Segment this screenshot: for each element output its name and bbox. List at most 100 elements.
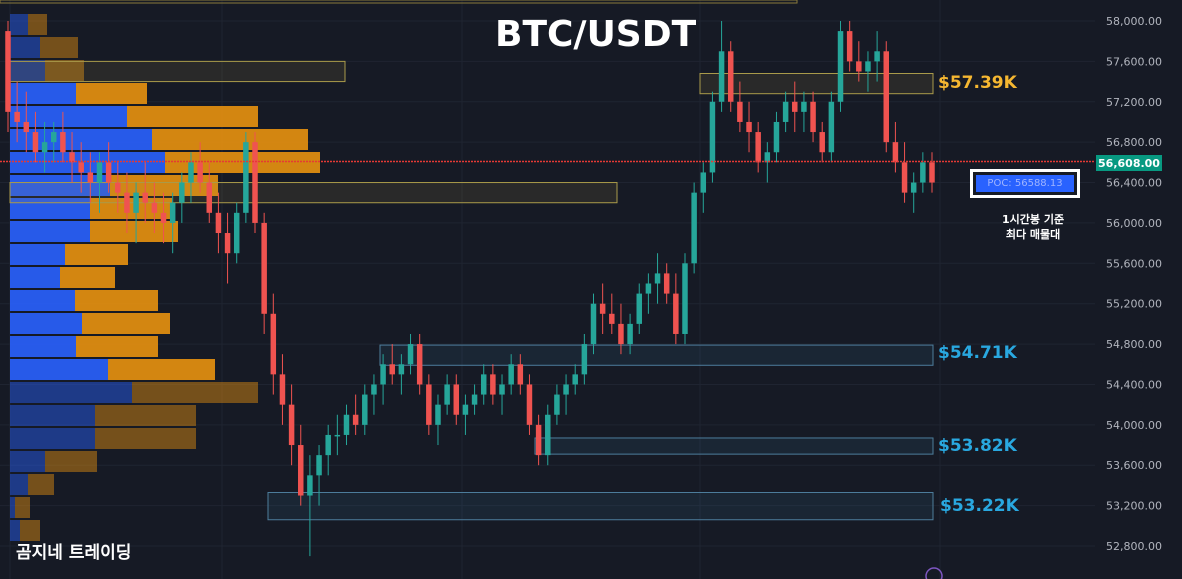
candle-body bbox=[645, 283, 652, 294]
volume-bar-buy bbox=[10, 60, 45, 81]
poc-note-line-1: 1시간봉 기준 bbox=[1002, 213, 1065, 226]
candle-body bbox=[801, 101, 807, 112]
candle-body bbox=[755, 132, 761, 163]
candle-body bbox=[87, 172, 94, 183]
poc-label: POC: 56588.13 bbox=[976, 175, 1074, 192]
candle-body bbox=[828, 101, 835, 153]
level-zone bbox=[699, 73, 934, 95]
candle-body bbox=[307, 475, 313, 496]
candle-body bbox=[874, 51, 880, 62]
candle-body bbox=[398, 364, 405, 375]
candle-body bbox=[206, 182, 213, 213]
level-zone bbox=[9, 60, 346, 83]
candle-body bbox=[929, 162, 935, 183]
candle-body bbox=[14, 111, 20, 122]
candle-body bbox=[169, 202, 176, 223]
candle-body bbox=[23, 121, 30, 133]
candle-body bbox=[444, 384, 450, 405]
volume-bar-sell bbox=[95, 405, 196, 426]
volume-bar-sell bbox=[65, 244, 128, 265]
volume-bar-sell bbox=[95, 428, 196, 449]
candle-body bbox=[819, 132, 825, 153]
volume-bar-sell bbox=[40, 37, 78, 58]
candle-body bbox=[96, 162, 103, 183]
candles bbox=[5, 21, 935, 557]
price-axis[interactable]: 58,000.00 57,600.00 57,200.00 56,800.00 56,4… bbox=[1106, 15, 1162, 553]
candle-body bbox=[856, 61, 862, 72]
candle-body bbox=[581, 344, 588, 375]
volume-bar-sell bbox=[28, 474, 54, 495]
candle-body bbox=[69, 152, 75, 163]
volume-bar-sell bbox=[90, 221, 178, 242]
candle-body bbox=[901, 162, 908, 193]
candle-body bbox=[471, 394, 478, 405]
candle-body bbox=[325, 434, 331, 456]
candle-body bbox=[920, 162, 926, 183]
volume-bar-buy bbox=[10, 474, 28, 495]
volume-bar-sell bbox=[127, 106, 258, 127]
level-zone bbox=[534, 437, 934, 455]
candle-body bbox=[124, 192, 130, 213]
candle-body bbox=[810, 101, 816, 133]
candle-body bbox=[160, 212, 167, 223]
candle-body bbox=[654, 273, 661, 284]
volume-bar-sell bbox=[152, 129, 308, 150]
candle-body bbox=[279, 374, 286, 405]
candle-body bbox=[737, 101, 743, 122]
candle-body bbox=[462, 404, 469, 415]
candle-body bbox=[352, 414, 359, 425]
candle-body bbox=[407, 344, 414, 365]
candle-body bbox=[618, 323, 624, 345]
candle-body bbox=[572, 374, 578, 385]
level-label-54-71: $54.71K bbox=[938, 343, 1017, 363]
candle-body bbox=[545, 414, 551, 456]
level-label-57-39: $57.39K bbox=[938, 73, 1017, 93]
candle-body bbox=[179, 182, 185, 203]
volume-bar-buy bbox=[10, 336, 76, 357]
candle-body bbox=[709, 101, 716, 173]
volume-bar-buy bbox=[10, 451, 45, 472]
price-tick-label: 55,600.00 bbox=[1106, 257, 1162, 270]
candle-body bbox=[746, 121, 752, 133]
volume-bar-sell bbox=[75, 290, 158, 311]
price-tick-label: 56,000.00 bbox=[1106, 217, 1162, 230]
candle-body bbox=[682, 263, 688, 334]
price-tick-label: 54,800.00 bbox=[1106, 338, 1162, 351]
candle-body bbox=[41, 142, 48, 153]
volume-bar-buy bbox=[10, 175, 110, 196]
volume-bar-buy bbox=[10, 290, 75, 311]
price-tick-label: 58,000.00 bbox=[1106, 15, 1162, 28]
price-tick-label: 53,600.00 bbox=[1106, 459, 1162, 472]
level-zone bbox=[9, 182, 618, 204]
volume-bar-buy bbox=[10, 428, 95, 449]
candle-body bbox=[636, 293, 642, 324]
volume-bar-buy bbox=[10, 313, 82, 334]
volume-bar-buy bbox=[10, 83, 76, 104]
candle-body bbox=[892, 142, 899, 163]
candle-body bbox=[764, 152, 771, 163]
level-label-53-22: $53.22K bbox=[940, 496, 1019, 516]
volume-bar-buy bbox=[10, 198, 90, 219]
price-tick-label: 57,200.00 bbox=[1106, 96, 1162, 109]
candle-body bbox=[188, 162, 194, 183]
candle-body bbox=[334, 434, 341, 437]
candle-body bbox=[865, 61, 871, 72]
candle-body bbox=[782, 101, 789, 122]
candle-body bbox=[416, 344, 423, 385]
volume-bar-buy bbox=[10, 106, 127, 127]
top-zone-edge bbox=[0, 0, 798, 4]
candle-body bbox=[435, 404, 441, 425]
candle-body bbox=[115, 182, 121, 193]
candle-body bbox=[554, 394, 560, 415]
candle-body bbox=[133, 192, 139, 213]
candle-body bbox=[599, 303, 606, 314]
volume-bar-sell bbox=[165, 152, 320, 173]
indicator-icon[interactable] bbox=[925, 567, 943, 579]
candle-body bbox=[261, 222, 267, 314]
chart-title: BTC/USDT bbox=[495, 14, 697, 55]
candle-body bbox=[453, 384, 460, 415]
volume-bar-sell bbox=[90, 198, 172, 219]
candle-body bbox=[371, 384, 377, 395]
volume-bar-buy bbox=[10, 14, 28, 35]
